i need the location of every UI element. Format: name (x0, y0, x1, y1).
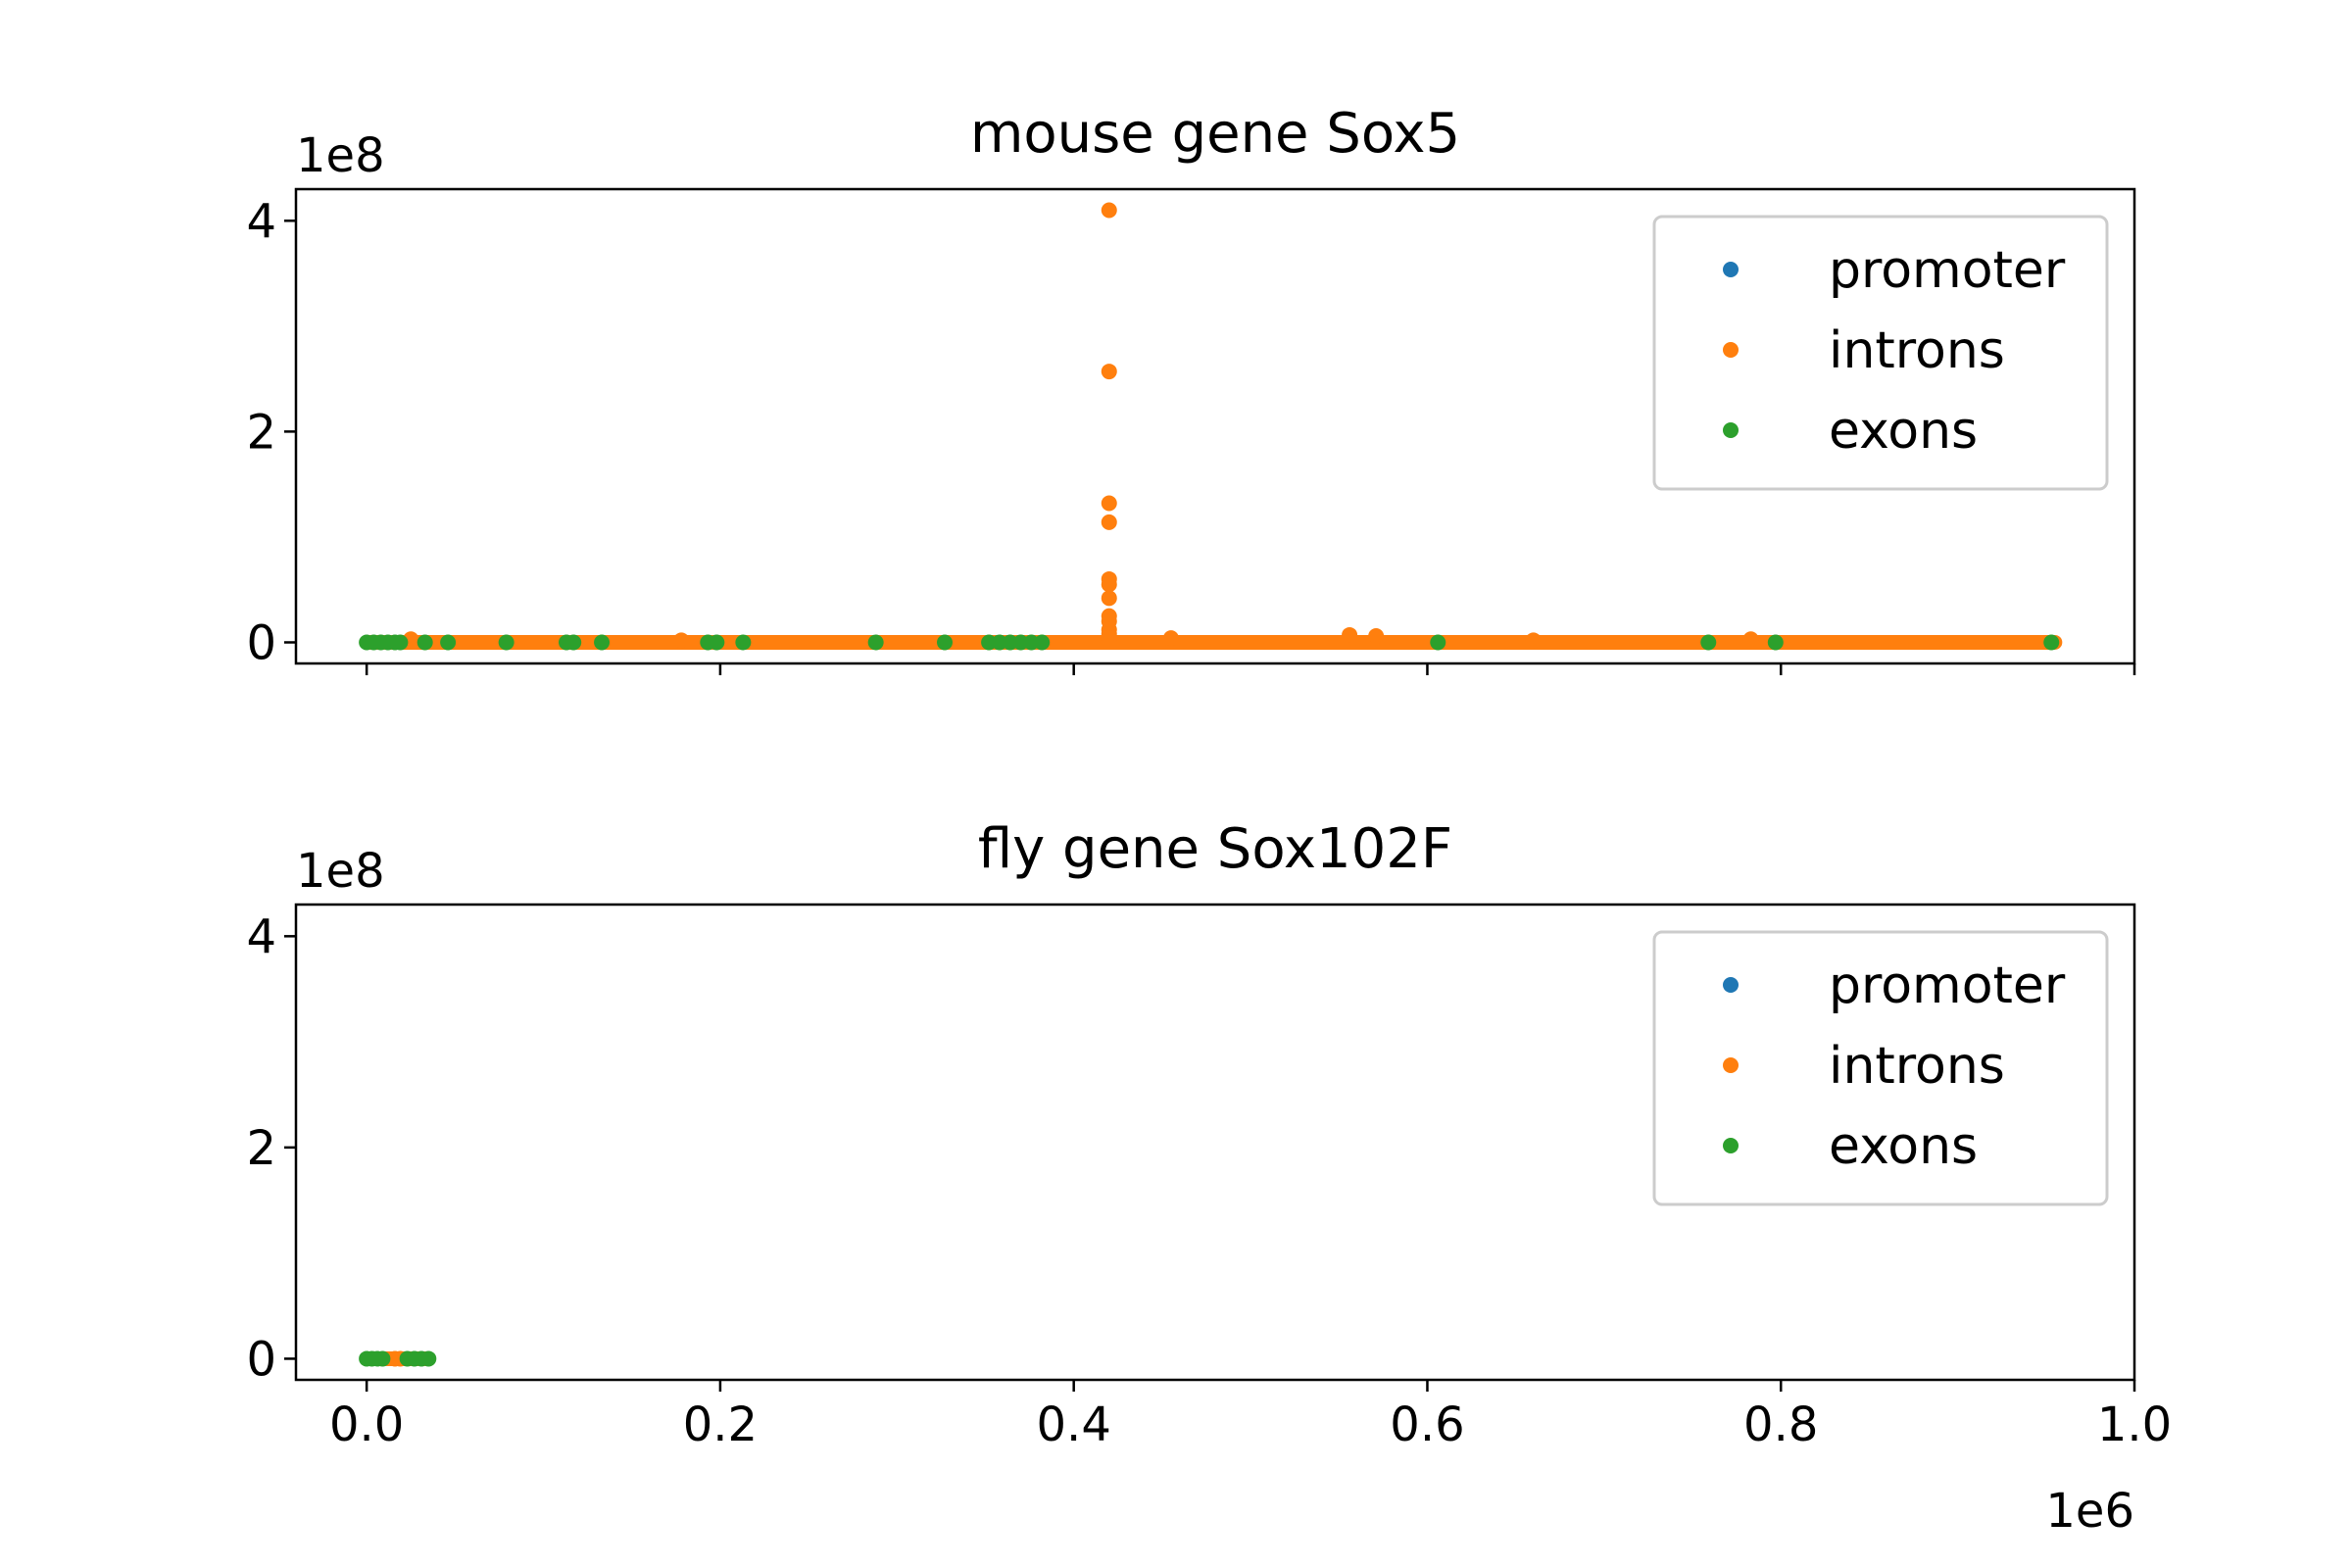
data-point-introns (1101, 576, 1117, 593)
data-point-introns (1101, 364, 1117, 380)
data-point-introns (1162, 630, 1179, 647)
data-point-introns (1525, 632, 1542, 649)
data-point-introns (673, 632, 690, 649)
axes-frame (294, 187, 2136, 665)
x-tick-label: 0.4 (1037, 1397, 1111, 1452)
data-point-exons (374, 1350, 391, 1367)
data-point-introns (1342, 626, 1358, 643)
panel-fly: fly gene Sox102F 1e8 1e6 0.0 0.2 0.4 0.6 0.8… (246, 817, 2172, 1539)
y-tick-label: 4 (246, 194, 276, 249)
data-point-introns (1101, 495, 1117, 512)
legend-label-promoter: promoter (1829, 956, 2066, 1015)
legend-box (1652, 215, 2109, 491)
legend-marker-promoter (1723, 977, 1739, 993)
legend-marker-exons (1723, 422, 1739, 438)
data-point-exons (709, 634, 725, 651)
x-tick-label: 0.0 (329, 1397, 404, 1452)
data-point-exons (867, 634, 884, 651)
legend-label-exons: exons (1829, 402, 1978, 461)
data-point-exons (420, 1350, 437, 1367)
data-point-introns (1101, 202, 1117, 219)
data-point-exons (594, 634, 611, 651)
legend-marker-introns (1723, 342, 1739, 358)
data-point-introns (1101, 630, 1117, 647)
data-point-exons (498, 634, 514, 651)
legend-label-promoter: promoter (1829, 241, 2066, 300)
x-tick-label: 0.2 (683, 1397, 758, 1452)
y-tick-label: 2 (246, 405, 276, 460)
legend: promoter introns exons (1652, 930, 2109, 1206)
data-point-introns (1742, 631, 1759, 648)
data-point-exons (1430, 634, 1446, 651)
legend-label-introns: introns (1829, 321, 2005, 380)
x-tick-label: 1.0 (2097, 1397, 2172, 1452)
x-tick-label: 0.6 (1390, 1397, 1464, 1452)
y-tick-label: 0 (246, 615, 276, 670)
legend-label-introns: introns (1829, 1037, 2005, 1096)
data-point-exons (440, 634, 457, 651)
data-point-introns (1101, 590, 1117, 607)
panel-title: fly gene Sox102F (978, 817, 1452, 881)
data-point-exons (392, 634, 409, 651)
x-offset-label: 1e6 (2045, 1484, 2134, 1539)
data-point-exons (937, 634, 954, 651)
data-point-exons (565, 634, 582, 651)
data-point-exons (1767, 634, 1784, 651)
x-tick-label: 0.8 (1743, 1397, 1818, 1452)
legend: promoter introns exons (1652, 215, 2109, 491)
marks-layer (359, 1350, 437, 1367)
legend-box (1652, 930, 2109, 1206)
legend-marker-promoter (1723, 262, 1739, 277)
y-tick-label: 0 (246, 1332, 276, 1387)
y-tick-label: 4 (246, 909, 276, 964)
data-point-exons (416, 634, 433, 651)
marks-layer (359, 202, 2063, 651)
axes-frame (294, 903, 2136, 1382)
data-point-exons (2043, 634, 2060, 651)
y-offset-label: 1e8 (296, 844, 385, 899)
data-point-exons (1034, 634, 1051, 651)
plot-area: 0.0 0.2 0.4 0.6 0.8 1.0 0 2 4 (246, 903, 2172, 1452)
plot-area: 0 2 4 (246, 187, 2136, 675)
data-point-introns (1368, 628, 1385, 645)
legend-marker-exons (1723, 1138, 1739, 1153)
data-point-exons (735, 634, 752, 651)
legend-marker-introns (1723, 1057, 1739, 1073)
panel-mouse: mouse gene Sox5 1e8 0 2 4 promoter introns e… (246, 102, 2136, 675)
data-point-introns (1101, 514, 1117, 530)
legend-label-exons: exons (1829, 1117, 1978, 1176)
panel-title: mouse gene Sox5 (970, 102, 1460, 166)
y-tick-label: 2 (246, 1121, 276, 1176)
data-point-exons (1700, 634, 1717, 651)
y-offset-label: 1e8 (296, 128, 385, 183)
